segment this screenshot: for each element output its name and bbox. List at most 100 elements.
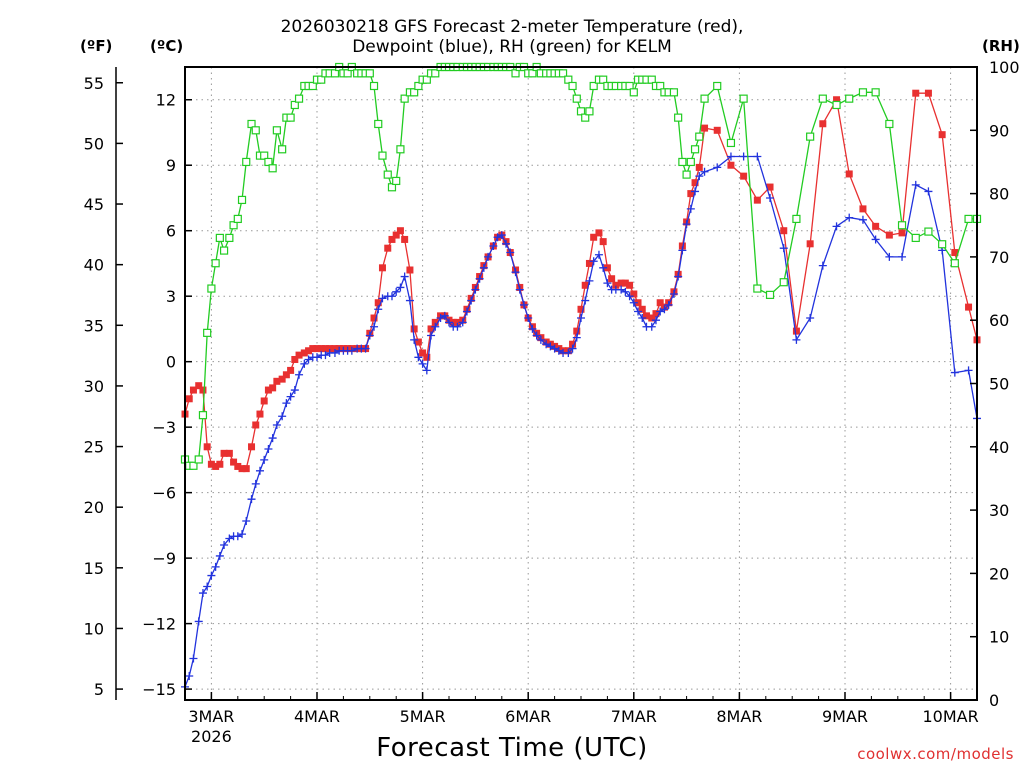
dew-point	[272, 420, 281, 429]
rh-point	[343, 69, 352, 78]
temp-point	[898, 229, 906, 237]
dew-point	[617, 285, 626, 294]
temp-point	[431, 318, 439, 326]
dew-point	[532, 331, 541, 340]
temp-point	[238, 465, 246, 473]
f-tick-label: 25	[84, 438, 104, 457]
dew-point	[378, 294, 387, 303]
rh-point	[207, 284, 216, 293]
rh-point	[656, 81, 665, 91]
dew-point	[581, 296, 590, 305]
x-tick-label: 3MAR	[188, 707, 234, 726]
dew-point	[739, 152, 748, 161]
temp-point	[273, 377, 281, 385]
dew-point	[753, 152, 762, 161]
dew-point	[660, 305, 669, 314]
temp-point	[260, 397, 268, 405]
dew-point	[818, 261, 827, 270]
fahrenheit-unit-label: (ºF)	[80, 37, 113, 55]
temp-point	[401, 235, 409, 243]
dew-point	[599, 263, 608, 272]
c-tick-label: 3	[166, 287, 176, 306]
dew-point	[497, 231, 506, 240]
dew-point	[871, 235, 880, 244]
dew-point	[647, 322, 656, 331]
rh-tick-label: 10	[989, 628, 1009, 647]
rh-point	[308, 81, 317, 91]
rh-point	[581, 113, 590, 122]
rh-point	[272, 126, 281, 135]
temp-point	[220, 449, 228, 457]
temp-point	[617, 279, 625, 287]
temp-point	[678, 242, 686, 250]
rh-point	[211, 259, 220, 268]
temp-point	[577, 305, 585, 313]
dew-point	[215, 551, 224, 560]
f-tick-label: 30	[84, 377, 104, 396]
dew-point	[440, 311, 449, 320]
dew-point	[458, 318, 467, 327]
temp-point	[384, 244, 392, 252]
x-tick-label: 6MAR	[505, 707, 551, 726]
rh-point	[674, 113, 683, 122]
dew-point	[664, 300, 673, 309]
temp-point	[859, 205, 867, 213]
x-tick-label: 5MAR	[400, 707, 446, 726]
temp-point	[453, 318, 461, 326]
rh-tick-label: 40	[989, 438, 1009, 457]
rh-point	[219, 246, 229, 255]
temp-point	[691, 179, 699, 187]
dew-point	[286, 392, 295, 401]
rh-point	[690, 145, 700, 154]
dew-point	[511, 268, 520, 277]
series-layer	[180, 62, 982, 691]
rh-point	[897, 221, 907, 230]
dew-point	[445, 318, 453, 327]
dew-point	[634, 307, 643, 316]
temp-point	[370, 314, 378, 322]
rh-unit-label: (RH)	[982, 37, 1020, 55]
c-tick-label: −12	[142, 615, 176, 634]
temp-point	[740, 172, 748, 180]
rh-tick-label: 90	[989, 121, 1009, 140]
dew-point	[625, 292, 634, 301]
temp-point	[573, 327, 581, 335]
temp-point	[656, 299, 664, 307]
dew-point	[260, 455, 269, 464]
rh-point	[225, 233, 234, 243]
temp-point	[199, 386, 207, 394]
dew-point	[203, 582, 212, 591]
rh-point	[858, 88, 868, 97]
dew-point	[669, 290, 678, 299]
rh-point	[414, 81, 423, 91]
temp-point	[309, 345, 317, 353]
temp-point	[626, 281, 634, 289]
temp-point	[378, 264, 386, 272]
credit-link[interactable]: coolwx.com/models	[857, 745, 1014, 763]
temp-point	[427, 325, 435, 333]
temp-point	[207, 460, 215, 468]
rh-tick-label: 30	[989, 501, 1009, 520]
temp-point	[300, 349, 308, 357]
dew-point	[207, 571, 216, 580]
temp-point	[695, 163, 703, 171]
rh-point	[779, 278, 788, 287]
temp-point	[326, 345, 334, 353]
dew-point	[484, 252, 493, 261]
temp-point	[189, 386, 197, 394]
temp-point	[792, 327, 800, 335]
dew-point	[392, 287, 401, 296]
series-line-green	[184, 65, 977, 467]
temp-point	[185, 395, 193, 403]
rh-point	[832, 100, 841, 110]
temp-point	[374, 299, 382, 307]
dew-point	[651, 316, 660, 325]
dew-point	[528, 324, 537, 333]
temp-point	[295, 351, 303, 359]
rh-point	[589, 81, 598, 91]
rh-point	[818, 94, 827, 103]
temp-point	[234, 462, 242, 470]
rh-point	[294, 94, 304, 103]
temp-point	[938, 131, 946, 139]
temp-point	[766, 183, 774, 191]
